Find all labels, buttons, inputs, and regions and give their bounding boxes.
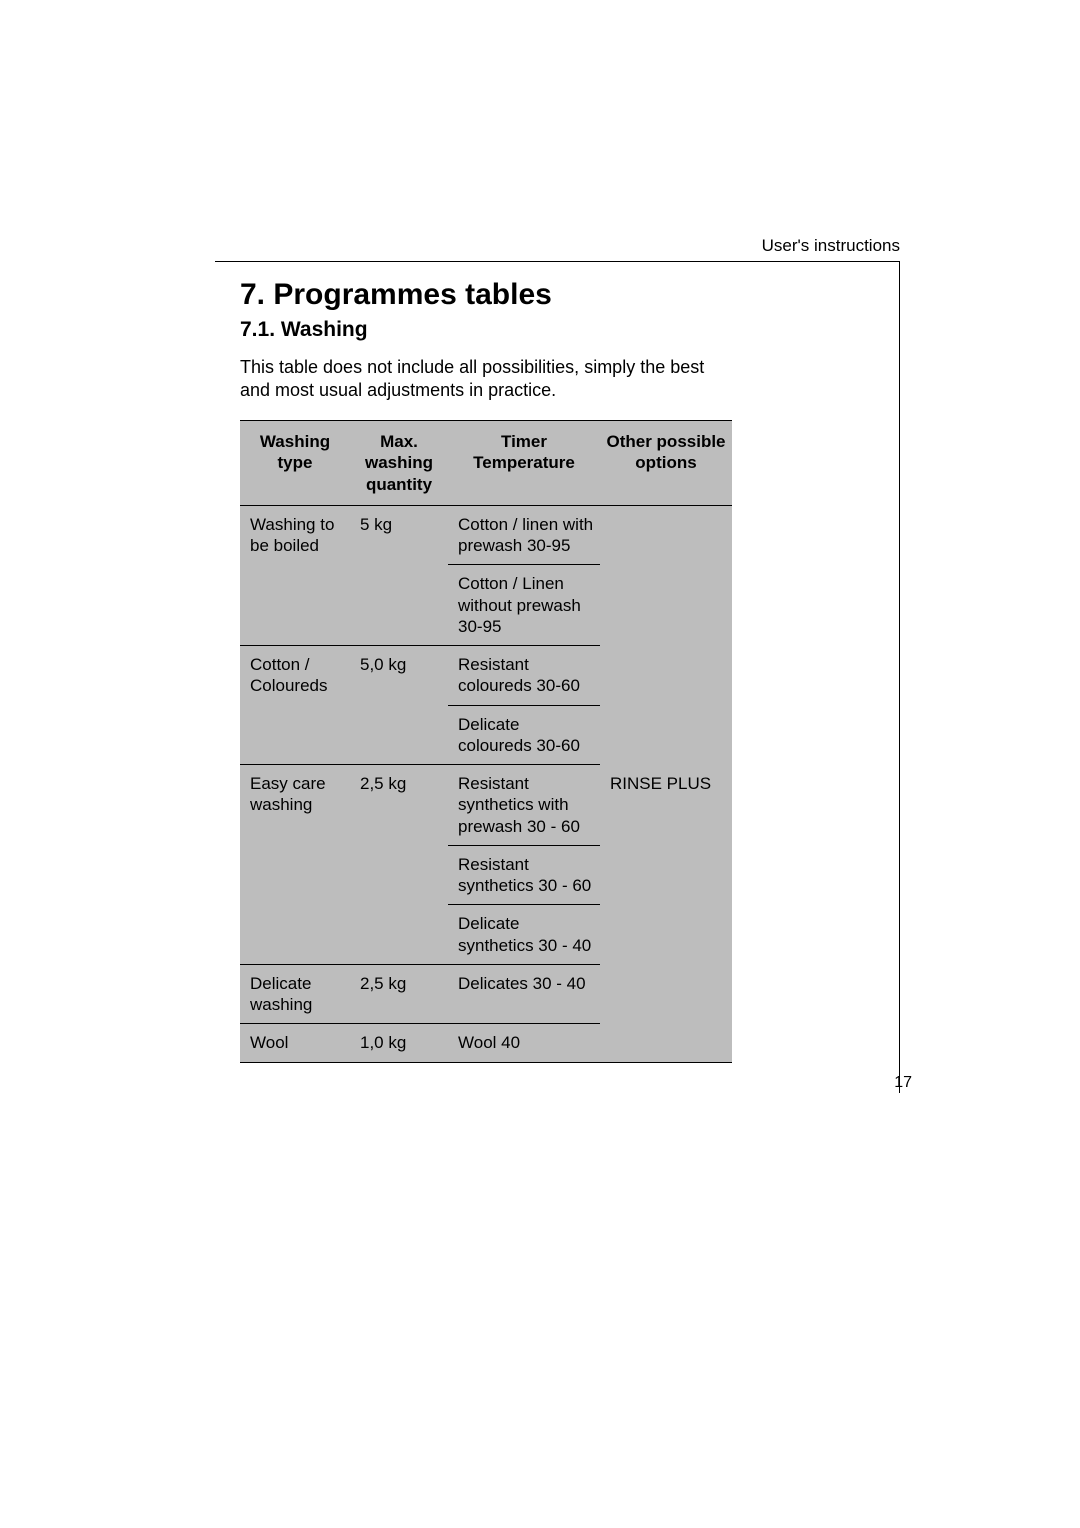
- cell-options: RINSE PLUS: [600, 505, 732, 1062]
- content-block: 7. Programmes tables 7.1. Washing This t…: [240, 278, 720, 1063]
- cell-timer: Resistant coloureds 30-60: [448, 646, 600, 706]
- intro-paragraph: This table does not include all possibil…: [240, 356, 715, 402]
- cell-timer: Cotton / Linen without prewash 30-95: [448, 565, 600, 646]
- col-max-quantity: Max. washing quantity: [350, 421, 448, 506]
- cell-timer: Delicate synthetics 30 - 40: [448, 905, 600, 965]
- cell-washing-type: Washing to be boiled: [240, 505, 350, 645]
- side-rule: [899, 261, 900, 1093]
- programmes-table: Washing type Max. washing quantity Timer…: [240, 420, 732, 1063]
- cell-timer: Cotton / linen with prewash 30-95: [448, 505, 600, 565]
- cell-quantity: 5,0 kg: [350, 646, 448, 765]
- cell-washing-type: Cotton / Coloureds: [240, 646, 350, 765]
- cell-timer: Wool 40: [448, 1024, 600, 1062]
- col-timer-temp: Timer Temperature: [448, 421, 600, 506]
- cell-washing-type: Easy care washing: [240, 765, 350, 965]
- table-row: Washing to be boiled5 kgCotton / linen w…: [240, 505, 732, 565]
- header-right: User's instructions: [762, 236, 900, 256]
- table-header-row: Washing type Max. washing quantity Timer…: [240, 421, 732, 506]
- top-rule: [215, 261, 900, 262]
- cell-timer: Delicate coloureds 30-60: [448, 705, 600, 765]
- cell-quantity: 5 kg: [350, 505, 448, 645]
- page-number: 17: [894, 1074, 912, 1092]
- cell-washing-type: Wool: [240, 1024, 350, 1062]
- col-options: Other possible options: [600, 421, 732, 506]
- subsection-title: 7.1. Washing: [240, 318, 720, 342]
- section-title: 7. Programmes tables: [240, 278, 720, 312]
- cell-quantity: 2,5 kg: [350, 964, 448, 1024]
- cell-quantity: 1,0 kg: [350, 1024, 448, 1062]
- cell-timer: Resistant synthetics with prewash 30 - 6…: [448, 765, 600, 846]
- manual-page: User's instructions 7. Programmes tables…: [0, 0, 1080, 1528]
- cell-quantity: 2,5 kg: [350, 765, 448, 965]
- cell-washing-type: Delicate washing: [240, 964, 350, 1024]
- col-washing-type: Washing type: [240, 421, 350, 506]
- cell-timer: Resistant synthetics 30 - 60: [448, 845, 600, 905]
- cell-timer: Delicates 30 - 40: [448, 964, 600, 1024]
